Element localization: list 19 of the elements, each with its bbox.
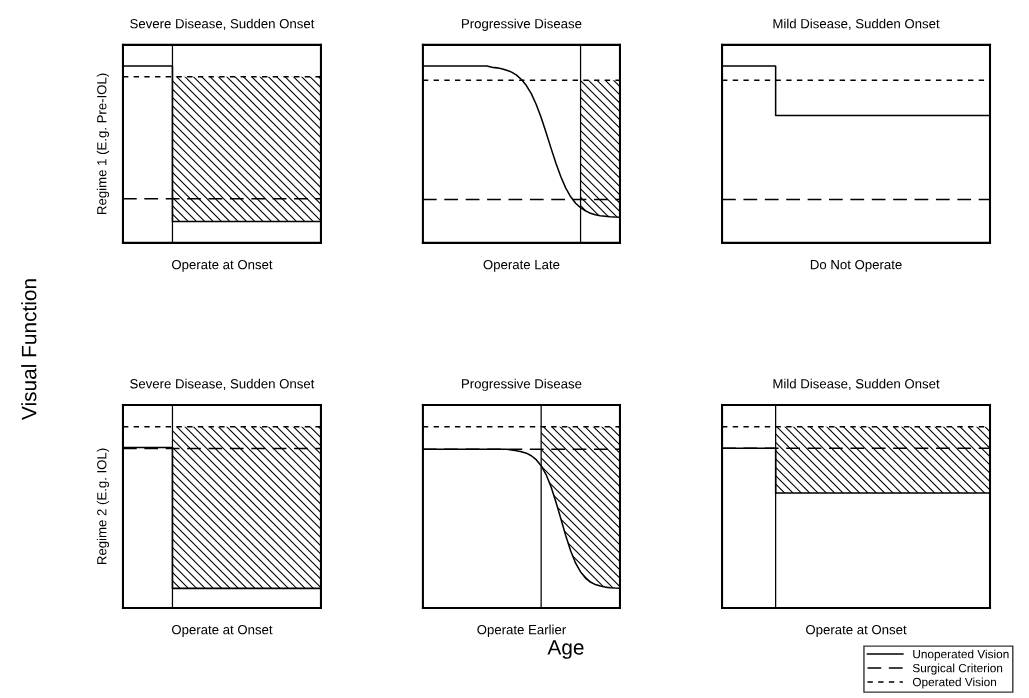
x-axis-title: Operate Late <box>483 259 560 272</box>
legend-label: Unoperated Vision <box>913 649 1009 661</box>
legend-label: Operated Vision <box>912 677 997 689</box>
y-axis-title: Regime 2 (E.g. IOL) <box>96 448 110 565</box>
chart-title: Mild Disease, Sudden Onset <box>773 18 940 30</box>
chart-title: Severe Disease, Sudden Onset <box>130 18 315 30</box>
x-axis-title: Operate at Onset <box>171 624 273 637</box>
y-axis-title: Regime 1 (E.g. Pre-IOL) <box>96 73 110 214</box>
chart-title: Progressive Disease <box>462 18 582 31</box>
chart-title: Mild Disease, Sudden Onset <box>773 378 940 390</box>
x-axis-title: Operate at Onset <box>806 624 907 637</box>
text: Visual Function <box>21 279 37 420</box>
chart-title: Severe Disease, Sudden Onset <box>130 378 315 390</box>
legend-label: Surgical Criterion <box>912 663 1003 675</box>
x-axis-title: Operate Earlier <box>477 624 566 637</box>
text: Age <box>547 640 584 659</box>
x-axis-title: Operate at Onset <box>171 259 273 272</box>
chart-title: Progressive Disease <box>462 378 582 392</box>
x-axis-title: Do Not Operate <box>810 259 902 272</box>
